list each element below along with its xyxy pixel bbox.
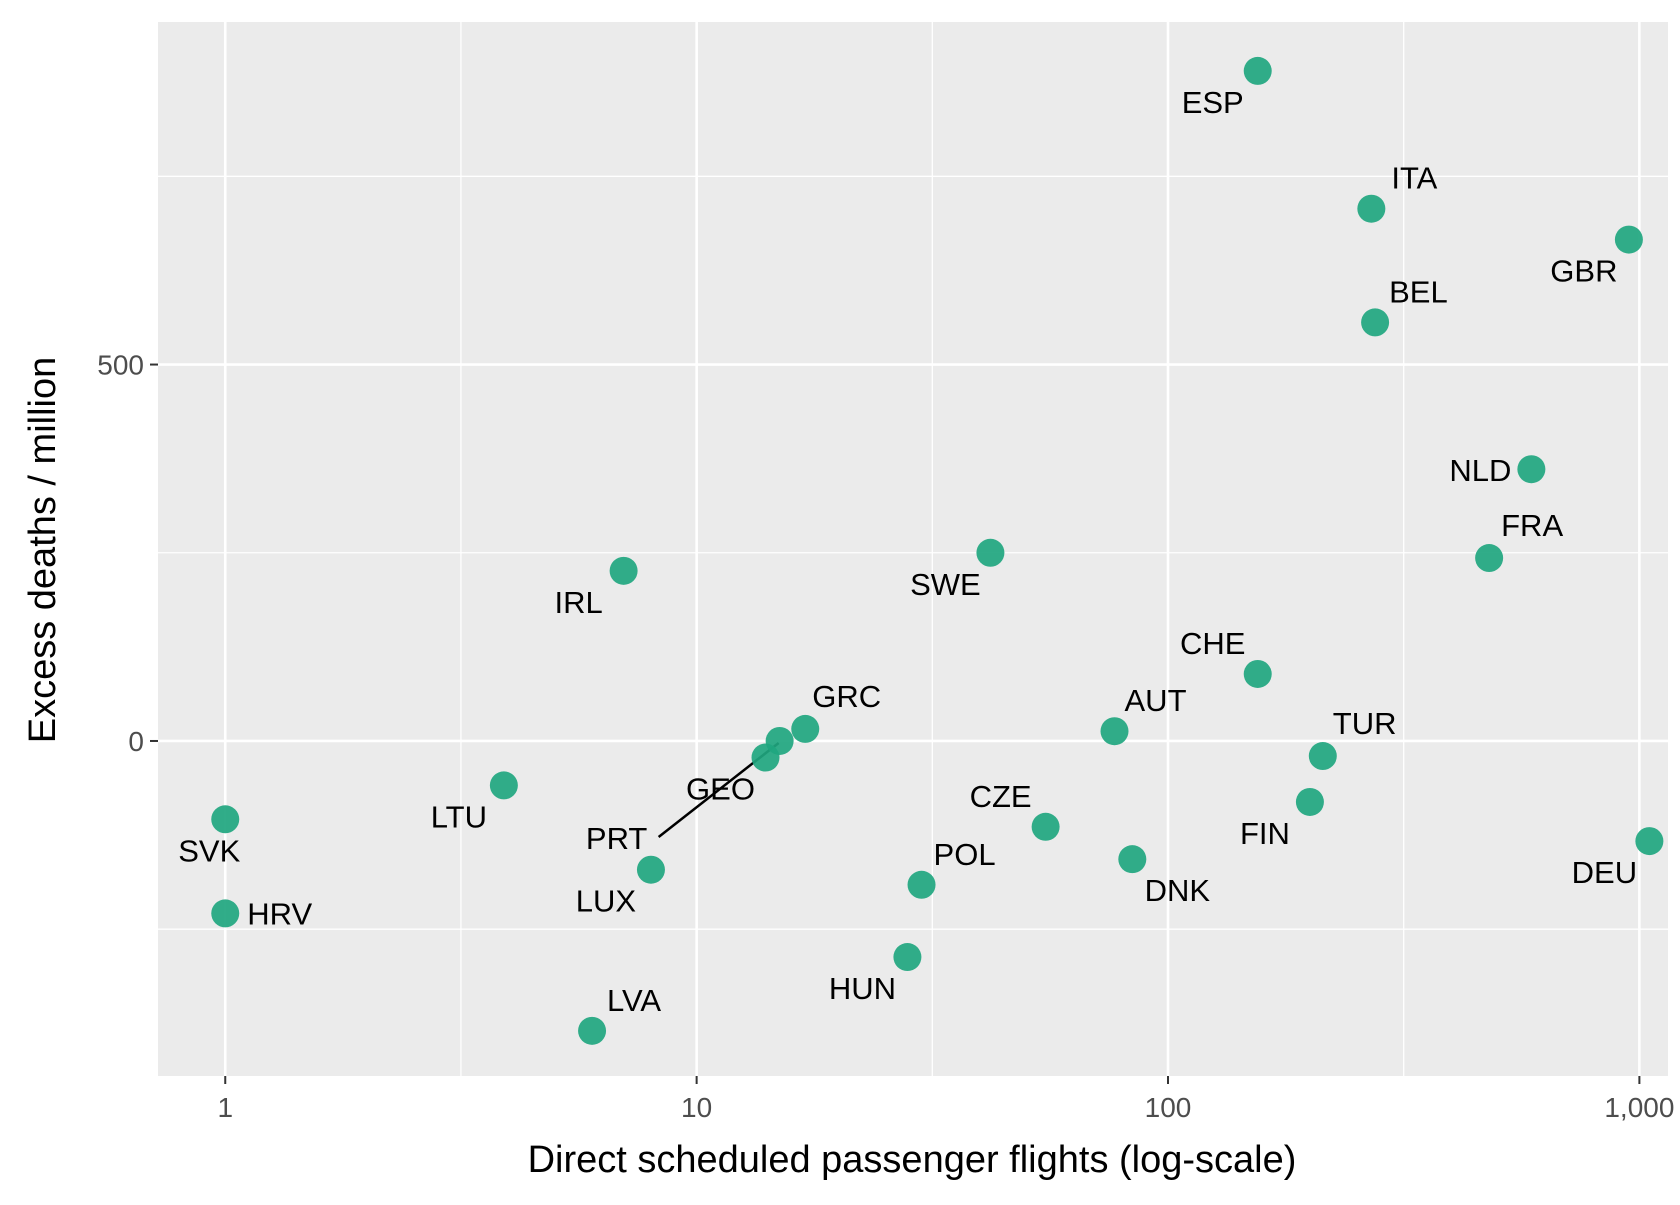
point-label-gbr: GBR <box>1550 254 1617 289</box>
point-label-lva: LVA <box>607 983 661 1018</box>
point-cze <box>1031 812 1060 841</box>
point-label-bel: BEL <box>1389 274 1448 309</box>
point-label-prt: PRT <box>586 821 648 856</box>
point-hun <box>893 943 922 972</box>
y-tick-label: 500 <box>97 350 144 381</box>
point-label-che: CHE <box>1180 626 1245 661</box>
point-label-aut: AUT <box>1125 683 1187 718</box>
point-label-cze: CZE <box>970 779 1032 814</box>
y-axis-title: Excess deaths / million <box>22 357 64 744</box>
point-che <box>1243 659 1272 688</box>
point-label-deu: DEU <box>1572 855 1637 890</box>
point-aut <box>1100 717 1129 746</box>
point-label-esp: ESP <box>1182 85 1244 120</box>
point-dnk <box>1118 845 1147 874</box>
point-label-ltu: LTU <box>431 799 487 834</box>
axes: 1 10 100 1,000 0 500 <box>97 350 1674 1123</box>
point-lux <box>636 855 665 884</box>
grid-lines <box>158 22 1668 1076</box>
point-deu <box>1635 827 1664 856</box>
point-label-grc: GRC <box>812 679 881 714</box>
x-tick-label: 100 <box>1145 1092 1192 1123</box>
point-label-dnk: DNK <box>1145 873 1211 908</box>
point-svk <box>211 805 240 834</box>
point-esp <box>1243 56 1272 85</box>
point-gbr <box>1614 225 1643 254</box>
x-tick-label: 1,000 <box>1604 1092 1674 1123</box>
point-label-fin: FIN <box>1240 816 1290 851</box>
point-label-nld: NLD <box>1449 453 1511 488</box>
x-tick-label: 10 <box>681 1092 712 1123</box>
point-label-tur: TUR <box>1333 706 1397 741</box>
point-swe <box>976 538 1005 567</box>
point-ita <box>1357 194 1386 223</box>
point-label-hrv: HRV <box>247 896 312 931</box>
point-label-pol: POL <box>934 837 996 872</box>
point-labels: ESP ITA GBR BEL NLD FRA SWE IRL CHE AUT TUR GRC GEO P… <box>178 85 1637 1018</box>
point-nld <box>1517 455 1546 484</box>
point-tur <box>1308 742 1337 771</box>
point-pol <box>907 870 936 899</box>
point-hrv <box>211 899 240 928</box>
point-ltu <box>489 771 518 800</box>
point-fra <box>1475 544 1504 573</box>
point-fin <box>1295 787 1324 816</box>
x-axis-title: Direct scheduled passenger flights (log-… <box>528 1139 1297 1181</box>
point-bel <box>1361 308 1390 337</box>
point-label-fra: FRA <box>1501 508 1563 543</box>
point-label-geo: GEO <box>686 772 755 807</box>
point-label-swe: SWE <box>910 567 981 602</box>
point-label-lux: LUX <box>576 884 637 919</box>
point-label-ita: ITA <box>1391 161 1437 196</box>
data-points <box>211 56 1664 1045</box>
point-grc <box>791 714 820 743</box>
point-label-svk: SVK <box>178 833 240 868</box>
point-irl <box>609 556 638 585</box>
plot-panel <box>158 22 1668 1076</box>
point-label-hun: HUN <box>829 971 896 1006</box>
point-label-irl: IRL <box>554 585 602 620</box>
panel-background <box>158 22 1668 1076</box>
y-tick-label: 0 <box>128 726 144 757</box>
x-tick-label: 1 <box>217 1092 233 1123</box>
point-prt <box>765 726 794 755</box>
point-lva <box>578 1016 607 1045</box>
